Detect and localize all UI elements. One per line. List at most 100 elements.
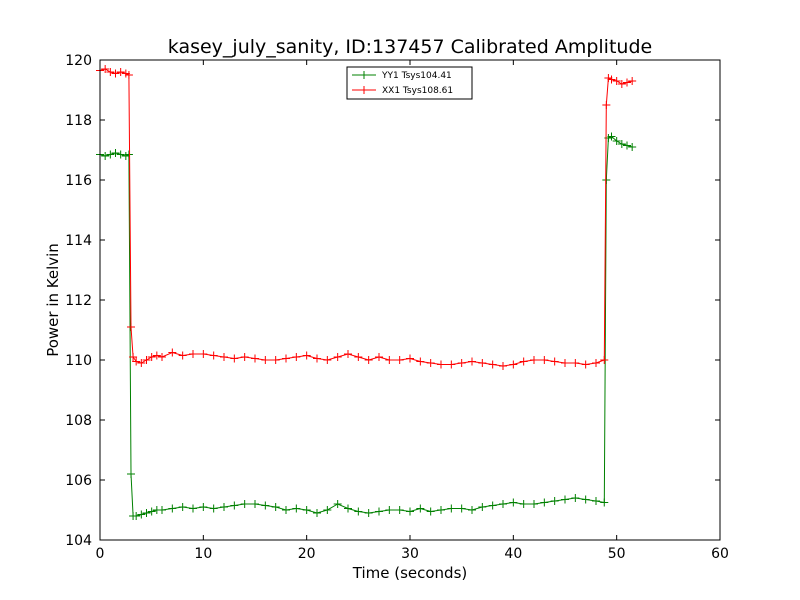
data-point [617,80,626,88]
y-tick-label: 110 [65,353,92,369]
data-point [354,507,363,516]
data-point [561,359,569,367]
data-point [437,506,445,514]
x-tick-label: 20 [298,546,316,562]
data-point [189,504,197,513]
data-point [240,500,249,508]
data-point [602,101,611,109]
data-point [137,359,146,367]
data-point [124,150,133,159]
y-tick-label: 106 [65,473,92,489]
data-point [132,512,141,520]
data-point [607,75,616,84]
data-point [220,503,228,511]
data-point [354,353,363,361]
data-point [230,354,239,363]
data-point [101,65,110,73]
data-point [127,470,135,478]
data-point [581,495,590,504]
data-point [292,353,301,361]
data-point [111,149,120,157]
data-point [447,360,456,369]
data-point [509,360,518,369]
data-point [468,357,476,366]
x-tick-label: 60 [711,546,729,562]
data-point [137,510,146,519]
data-point [178,503,187,511]
legend-box [346,66,473,100]
data-point [261,356,270,364]
data-point [385,506,394,514]
data-point [129,353,138,361]
y-tick-label: 120 [65,53,92,69]
data-point [147,353,156,361]
legend-marker-xx1 [360,86,368,94]
y-tick-label: 116 [65,173,92,189]
data-point [199,350,208,358]
x-tick-label: 30 [401,546,419,562]
data-point [189,350,197,358]
data-point [478,359,487,367]
data-point [209,504,218,513]
data-point [158,506,166,514]
data-point [602,176,611,184]
data-point [323,356,332,364]
data-point [457,504,466,513]
data-point [240,353,249,361]
data-point [571,359,580,367]
data-point [199,503,208,511]
data-point [111,69,120,78]
data-point [124,71,133,79]
data-point [168,348,177,357]
data-point [142,509,151,517]
data-point [251,354,259,363]
y-tick-label: 104 [65,533,92,549]
data-point [230,501,239,510]
data-point [540,356,549,364]
data-point [375,353,383,361]
data-point [612,137,621,145]
data-point [385,356,394,364]
data-point [302,506,311,514]
data-point [142,356,151,364]
data-point [132,357,141,366]
data-point [344,504,352,513]
data-point [478,503,487,511]
data-point [406,354,414,363]
data-point [168,504,177,513]
data-point [468,506,476,514]
data-point [499,362,507,370]
data-point [623,141,631,150]
data-point [323,506,332,514]
data-point [364,509,373,517]
data-point [426,359,435,367]
plot-area [96,65,637,520]
x-tick-label: 40 [504,546,522,562]
data-point [592,359,600,367]
data-point [344,350,352,358]
data-point [395,506,404,514]
data-point [628,77,637,85]
x-tick-label: 0 [96,546,105,562]
data-point [426,507,435,516]
x-axis-label: Time (seconds) [352,564,468,582]
data-point [617,140,626,148]
data-point [530,500,538,508]
data-point [364,356,373,364]
data-point [612,77,621,85]
data-point [540,498,549,507]
data-point [313,509,321,517]
data-point [447,504,456,513]
data-point [628,143,637,151]
data-point [519,500,528,508]
data-point [147,507,156,516]
data-point [592,497,600,505]
data-point [437,360,445,369]
data-point [209,351,218,360]
x-tick-label: 50 [608,546,626,562]
data-point [333,500,342,508]
data-point [416,504,425,513]
data-point [101,152,110,160]
legend-label-yy1: YY1 Tsys104.41 [381,71,452,81]
data-point [271,356,280,364]
